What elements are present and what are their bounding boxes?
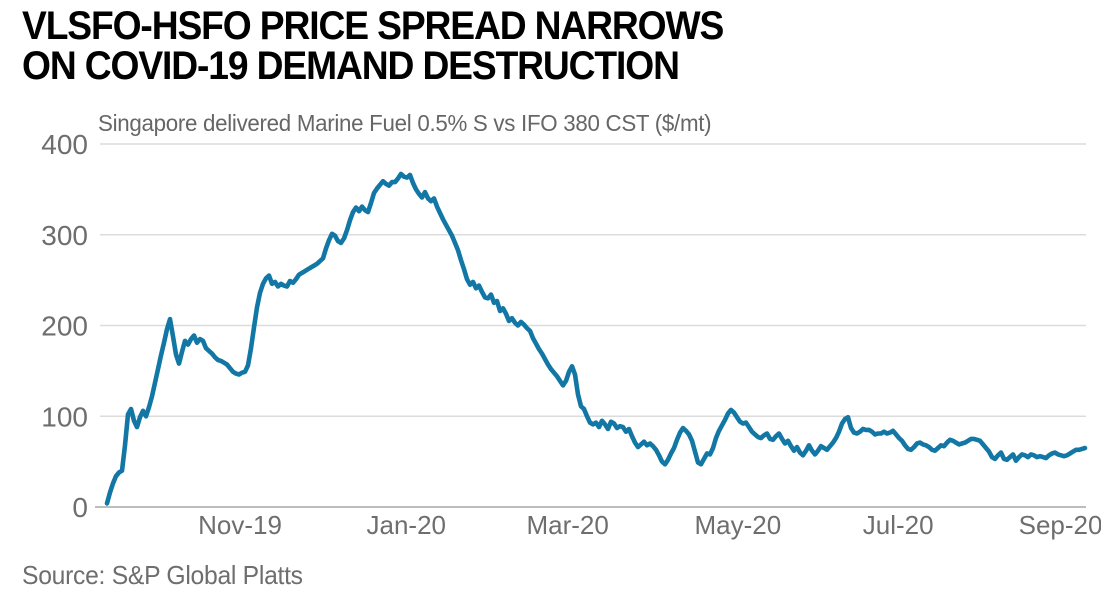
x-tick-Jul-20: Jul-20 [863, 510, 934, 540]
source-attribution: Source: S&P Global Platts [22, 560, 303, 590]
x-tick-May-20: May-20 [694, 510, 781, 540]
y-tick-300: 300 [41, 220, 88, 251]
chart-headline-line2: ON COVID-19 DEMAND DESTRUCTION [22, 44, 680, 88]
x-tick-Sep-20: Sep-20 [1019, 510, 1101, 540]
gridlines [95, 143, 1086, 508]
y-tick-400: 400 [41, 129, 88, 160]
x-axis-labels: Nov-19 Jan-20 Mar-20 May-20 Jul-20 Sep-20 [198, 510, 1101, 540]
chart-headline: VLSFO-HSFO PRICE SPREAD NARROWS ON COVID… [22, 4, 724, 88]
chart-subtitle: Singapore delivered Marine Fuel 0.5% S v… [98, 110, 712, 136]
x-tick-Nov-19: Nov-19 [198, 510, 282, 540]
y-tick-100: 100 [41, 401, 88, 432]
chart-headline-line1: VLSFO-HSFO PRICE SPREAD NARROWS [22, 4, 724, 48]
x-tick-Jan-20: Jan-20 [367, 510, 447, 540]
y-tick-200: 200 [41, 311, 88, 342]
x-tick-Mar-20: Mar-20 [526, 510, 608, 540]
y-tick-0: 0 [72, 492, 88, 523]
price-spread-line [104, 171, 1088, 506]
series-path-vlsfo-hsfo-spread [104, 171, 1088, 506]
y-axis-labels: 0 100 200 300 400 [41, 129, 88, 523]
